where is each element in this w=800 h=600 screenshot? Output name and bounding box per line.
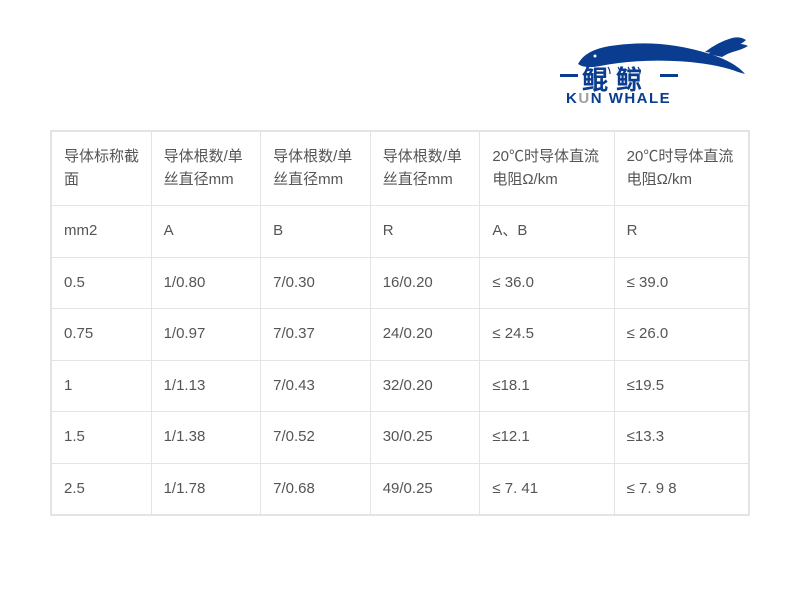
cell: mm2 (52, 206, 152, 258)
cell: ≤19.5 (614, 360, 748, 412)
col-header: 导体根数/单丝直径mm (261, 132, 371, 206)
cell: 7/0.52 (261, 412, 371, 464)
cell: 49/0.25 (370, 463, 480, 515)
cell: 32/0.20 (370, 360, 480, 412)
cell: 7/0.43 (261, 360, 371, 412)
cell: 0.5 (52, 257, 152, 309)
table-header-row: 导体标称截面 导体根数/单丝直径mm 导体根数/单丝直径mm 导体根数/单丝直径… (52, 132, 749, 206)
cell: R (614, 206, 748, 258)
cell: 24/0.20 (370, 309, 480, 361)
cell: ≤ 24.5 (480, 309, 614, 361)
table-row: 2.5 1/1.78 7/0.68 49/0.25 ≤ 7. 41 ≤ 7. 9… (52, 463, 749, 515)
cell: 1/1.13 (151, 360, 261, 412)
table-row: 0.5 1/0.80 7/0.30 16/0.20 ≤ 36.0 ≤ 39.0 (52, 257, 749, 309)
cell: A、B (480, 206, 614, 258)
cell: ≤13.3 (614, 412, 748, 464)
table-row: mm2 A B R A、B R (52, 206, 749, 258)
cell: 1/1.38 (151, 412, 261, 464)
brand-logo: 鲲鲸 KUN WHALE (560, 12, 760, 102)
cell: 1.5 (52, 412, 152, 464)
cell: ≤ 39.0 (614, 257, 748, 309)
table-body: mm2 A B R A、B R 0.5 1/0.80 7/0.30 16/0.2… (52, 206, 749, 515)
cell: 1 (52, 360, 152, 412)
cell: 1/0.97 (151, 309, 261, 361)
col-header: 导体标称截面 (52, 132, 152, 206)
cell: 7/0.30 (261, 257, 371, 309)
cell: R (370, 206, 480, 258)
cell: B (261, 206, 371, 258)
logo-bar-right (660, 74, 678, 77)
cell: 2.5 (52, 463, 152, 515)
col-header: 导体根数/单丝直径mm (370, 132, 480, 206)
cell: 0.75 (52, 309, 152, 361)
cell: 30/0.25 (370, 412, 480, 464)
cell: 16/0.20 (370, 257, 480, 309)
col-header: 20℃时导体直流电阻Ω/km (614, 132, 748, 206)
cell: 7/0.68 (261, 463, 371, 515)
cell: 7/0.37 (261, 309, 371, 361)
logo-bar-left (560, 74, 578, 77)
cell: ≤ 7. 9 8 (614, 463, 748, 515)
cell: A (151, 206, 261, 258)
table-row: 1 1/1.13 7/0.43 32/0.20 ≤18.1 ≤19.5 (52, 360, 749, 412)
cell: ≤ 26.0 (614, 309, 748, 361)
cell: 1/1.78 (151, 463, 261, 515)
col-header: 导体根数/单丝直径mm (151, 132, 261, 206)
cell: ≤12.1 (480, 412, 614, 464)
spec-table: 导体标称截面 导体根数/单丝直径mm 导体根数/单丝直径mm 导体根数/单丝直径… (51, 131, 749, 515)
spec-table-container: 导体标称截面 导体根数/单丝直径mm 导体根数/单丝直径mm 导体根数/单丝直径… (50, 130, 750, 516)
cell: ≤ 7. 41 (480, 463, 614, 515)
cell: ≤ 36.0 (480, 257, 614, 309)
col-header: 20℃时导体直流电阻Ω/km (480, 132, 614, 206)
cell: ≤18.1 (480, 360, 614, 412)
table-row: 0.75 1/0.97 7/0.37 24/0.20 ≤ 24.5 ≤ 26.0 (52, 309, 749, 361)
cell: 1/0.80 (151, 257, 261, 309)
logo-text-en: KUN WHALE (566, 90, 671, 107)
table-row: 1.5 1/1.38 7/0.52 30/0.25 ≤12.1 ≤13.3 (52, 412, 749, 464)
